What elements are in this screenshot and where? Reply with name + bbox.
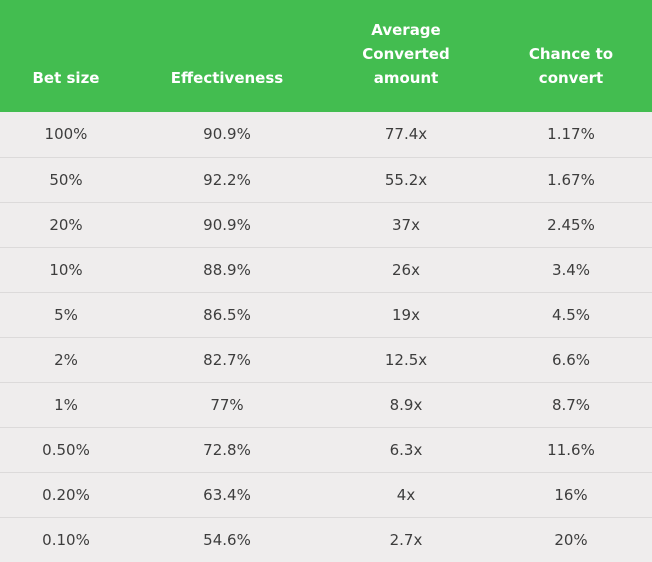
cell-average-converted-amount: 77.4x bbox=[322, 112, 490, 158]
cell-bet-size: 100% bbox=[0, 112, 132, 158]
header-effectiveness: Effectiveness bbox=[132, 0, 322, 112]
cell-bet-size: 1% bbox=[0, 382, 132, 428]
cell-bet-size: 50% bbox=[0, 157, 132, 203]
cell-average-converted-amount: 37x bbox=[322, 202, 490, 248]
cell-effectiveness: 72.8% bbox=[132, 427, 322, 473]
table-row: 100% 90.9% 77.4x 1.17% bbox=[0, 112, 652, 158]
cell-average-converted-amount: 12.5x bbox=[322, 337, 490, 383]
table-row: 10% 88.9% 26x 3.4% bbox=[0, 247, 652, 293]
cell-average-converted-amount: 8.9x bbox=[322, 382, 490, 428]
header-bet-size: Bet size bbox=[0, 0, 132, 112]
cell-average-converted-amount: 4x bbox=[322, 472, 490, 518]
cell-average-converted-amount: 6.3x bbox=[322, 427, 490, 473]
table-header: Bet size Effectiveness Average Converted… bbox=[0, 0, 652, 112]
cell-bet-size: 0.20% bbox=[0, 472, 132, 518]
table-row: 20% 90.9% 37x 2.45% bbox=[0, 202, 652, 248]
cell-effectiveness: 90.9% bbox=[132, 112, 322, 158]
table-body: 100% 90.9% 77.4x 1.17% 50% 92.2% 55.2x 1… bbox=[0, 112, 652, 562]
header-average-converted-amount-text: Average Converted amount bbox=[362, 21, 450, 87]
cell-chance-to-convert: 20% bbox=[554, 530, 588, 549]
table-row: 1% 77% 8.9x 8.7% bbox=[0, 382, 652, 428]
cell-bet-size: 20% bbox=[0, 202, 132, 248]
cell-effectiveness: 92.2% bbox=[132, 157, 322, 203]
cell-average-converted-amount: 19x bbox=[322, 292, 490, 338]
header-chance-to-convert: Chance to convert bbox=[490, 0, 652, 112]
cell-effectiveness: 86.5% bbox=[132, 292, 322, 338]
table-row: 2% 82.7% 12.5x 6.6% bbox=[0, 337, 652, 383]
cell-bet-size: 10% bbox=[0, 247, 132, 293]
table-row: 0.50% 72.8% 6.3x 11.6% bbox=[0, 427, 652, 473]
cell-average-converted-amount: 26x bbox=[322, 247, 490, 293]
cell-bet-size: 5% bbox=[0, 292, 132, 338]
table-row: 0.20% 63.4% 4x 16% bbox=[0, 472, 652, 518]
cell-chance-to-convert: 1.17% bbox=[490, 112, 652, 158]
cell-effectiveness: 88.9% bbox=[132, 247, 322, 293]
cell-average-converted-amount: 55.2x bbox=[322, 157, 490, 203]
cell-chance-to-convert: 1.67% bbox=[490, 157, 652, 203]
cell-effectiveness: 90.9% bbox=[132, 202, 322, 248]
cell-effectiveness: 82.7% bbox=[132, 337, 322, 383]
header-average-converted-amount: Average Converted amount bbox=[322, 0, 490, 112]
cell-effectiveness: 77% bbox=[132, 382, 322, 428]
cell-bet-size: 0.50% bbox=[0, 427, 132, 473]
header-row: Bet size Effectiveness Average Converted… bbox=[0, 0, 652, 112]
header-chance-to-convert-text: Chance to convert bbox=[528, 45, 614, 87]
cell-bet-size: 0.10% bbox=[42, 530, 90, 549]
cell-chance-to-convert: 16% bbox=[490, 472, 652, 518]
table-row: 5% 86.5% 19x 4.5% bbox=[0, 292, 652, 338]
cell-average-converted-amount: 2.7x bbox=[389, 530, 423, 549]
cell-chance-to-convert: 6.6% bbox=[490, 337, 652, 383]
cell-chance-to-convert: 3.4% bbox=[490, 247, 652, 293]
cell-chance-to-convert: 11.6% bbox=[490, 427, 652, 473]
cell-chance-to-convert: 8.7% bbox=[490, 382, 652, 428]
cell-effectiveness: 54.6% bbox=[203, 530, 251, 549]
cell-chance-to-convert: 4.5% bbox=[490, 292, 652, 338]
cell-effectiveness: 63.4% bbox=[132, 472, 322, 518]
table-row: 0.10% 54.6% 2.7x 20% bbox=[0, 517, 652, 562]
cell-chance-to-convert: 2.45% bbox=[490, 202, 652, 248]
table-row: 50% 92.2% 55.2x 1.67% bbox=[0, 157, 652, 203]
cell-bet-size: 2% bbox=[0, 337, 132, 383]
